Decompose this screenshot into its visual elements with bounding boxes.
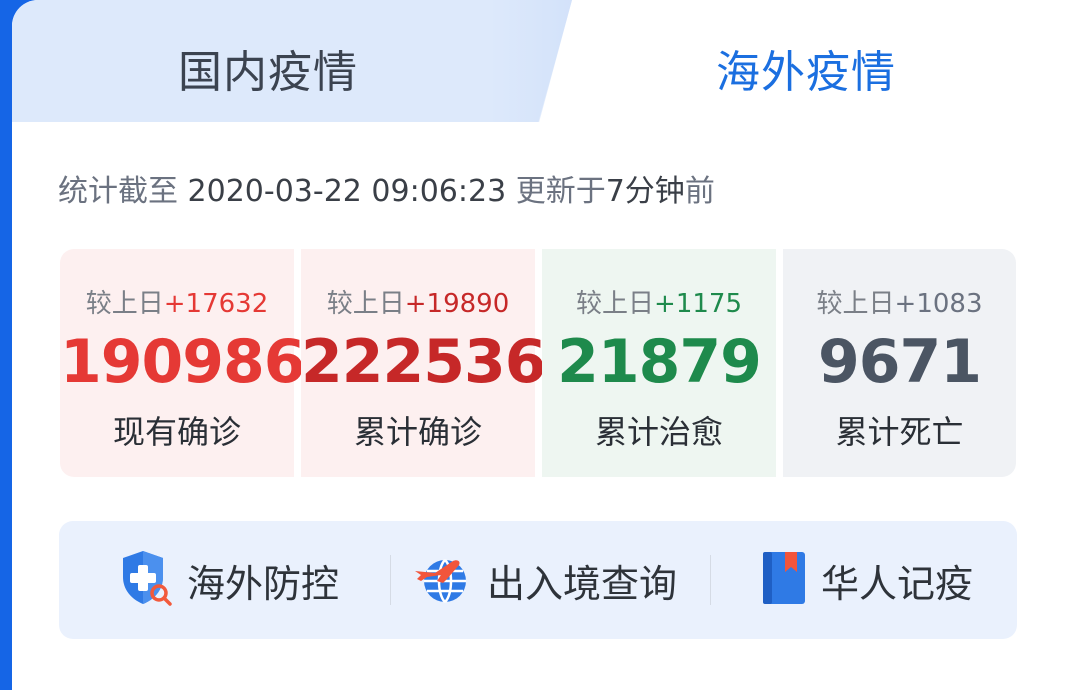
stat-name: 累计确诊	[353, 413, 482, 451]
stat-value: 222536	[301, 327, 547, 397]
shield-search-icon	[119, 549, 173, 611]
quick-link-label: 华人记疫	[821, 561, 974, 606]
stat-value: 9671	[818, 327, 982, 397]
quick-link-entry-exit[interactable]: 出入境查询	[413, 521, 677, 639]
update-value: 7分钟	[605, 174, 685, 209]
stat-name: 累计死亡	[835, 413, 964, 451]
stat-name: 现有确诊	[112, 413, 241, 451]
delta-value: +19890	[404, 289, 510, 319]
stat-value: 190986	[60, 327, 306, 397]
delta-label: 较上日	[816, 289, 895, 319]
stat-current-confirmed[interactable]: 较上日+17632 190986 现有确诊	[60, 249, 306, 477]
tab-overseas-label[interactable]: 海外疫情	[716, 47, 896, 98]
delta-value: +17632	[163, 289, 269, 319]
delta-label: 较上日	[85, 289, 164, 319]
plane-globe-icon	[413, 551, 473, 609]
stat-delta: 较上日+17632	[60, 283, 294, 320]
stat-total-confirmed[interactable]: 较上日+19890 222536 累计确诊	[301, 249, 547, 477]
quick-link-label: 海外防控	[187, 561, 340, 606]
stat-total-recovered[interactable]: 较上日+1175 21879 累计治愈	[542, 249, 776, 477]
stat-delta: 较上日+19890	[301, 283, 535, 320]
delta-value: +1083	[894, 289, 983, 319]
stats-time-prefix: 统计截至	[58, 174, 188, 209]
stat-delta: 较上日+1083	[783, 283, 1016, 320]
divider	[710, 555, 711, 605]
update-prefix: 更新于	[506, 174, 606, 209]
divider	[390, 555, 391, 605]
delta-value: +1175	[654, 289, 742, 319]
stat-name: 累计治愈	[594, 413, 723, 451]
quick-link-overseas-control[interactable]: 海外防控	[119, 521, 339, 639]
delta-label: 较上日	[326, 289, 405, 319]
quick-links-bar: 海外防控 出入境查询 华人记疫	[59, 521, 1017, 639]
quick-link-chinese-records[interactable]: 华人记疫	[761, 521, 973, 639]
delta-label: 较上日	[576, 289, 655, 319]
stat-value: 21879	[557, 327, 762, 397]
tab-domestic-label[interactable]: 国内疫情	[178, 47, 358, 98]
stats-datetime: 2020-03-22 09:06:23	[187, 174, 507, 209]
quick-link-label: 出入境查询	[487, 561, 678, 606]
bookmark-book-icon	[761, 550, 807, 610]
stats-timestamp: 统计截至 2020-03-22 09:06:23 更新于7分钟前	[58, 166, 715, 210]
update-suffix: 前	[684, 174, 715, 209]
stat-delta: 较上日+1175	[542, 283, 776, 320]
stat-total-deaths[interactable]: 较上日+1083 9671 累计死亡	[783, 249, 1016, 477]
tab-domestic[interactable]	[12, 0, 572, 122]
